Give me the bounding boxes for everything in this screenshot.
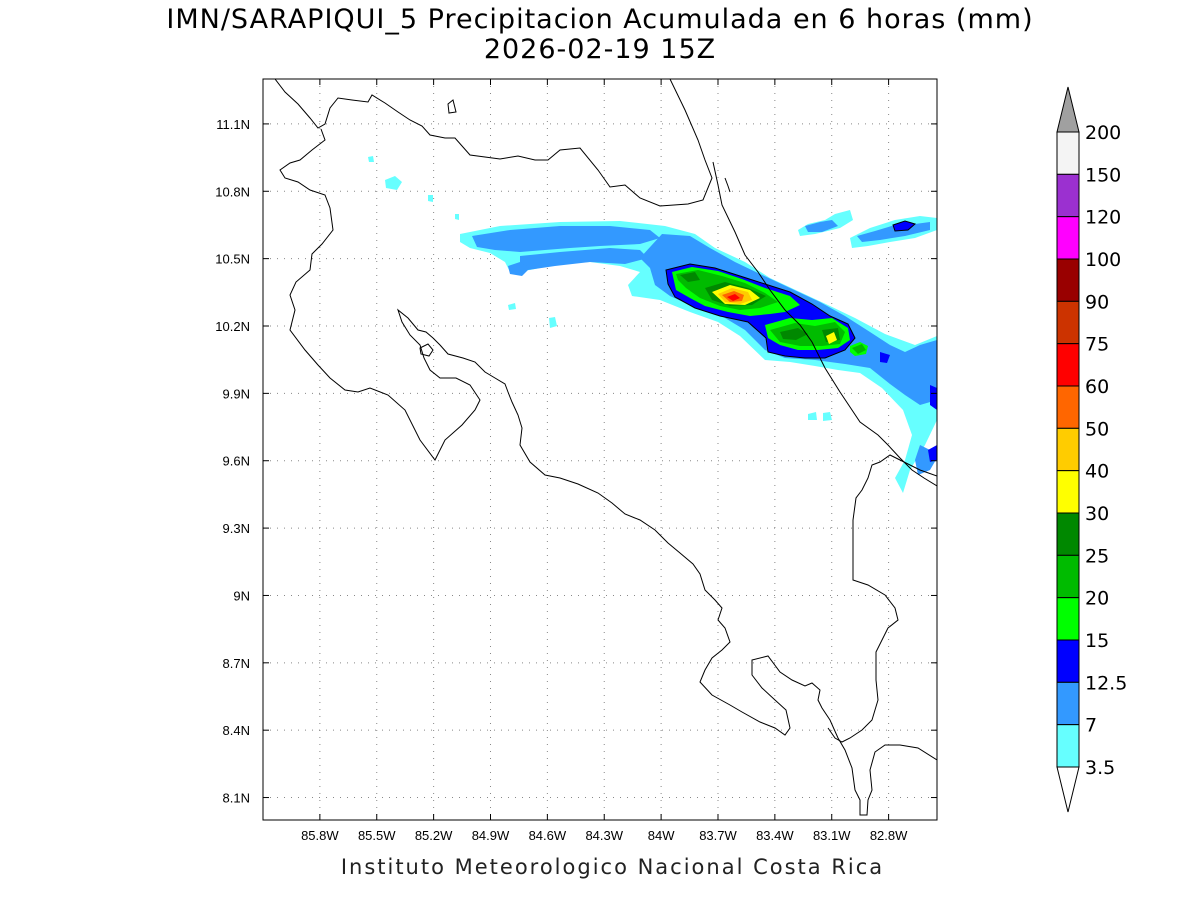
x-tick-label: 85.2W xyxy=(415,828,453,843)
x-tick-label: 83.1W xyxy=(813,828,851,843)
colorbar-swatch xyxy=(1056,512,1080,556)
y-tick-label: 10.8N xyxy=(215,184,250,199)
colorbar-bottom-arrow xyxy=(1056,766,1080,813)
colorbar-swatch xyxy=(1056,258,1080,302)
colorbar-label: 25 xyxy=(1085,545,1109,567)
x-tick-label: 83.4W xyxy=(756,828,794,843)
colorbar-label: 50 xyxy=(1085,418,1109,440)
y-tick-label: 11.1N xyxy=(216,117,250,132)
colorbar-label: 3.5 xyxy=(1085,757,1115,779)
map-grid xyxy=(263,79,937,820)
chart-subtitle: 2026-02-19 15Z xyxy=(483,34,717,65)
colorbar-swatch xyxy=(1056,385,1080,429)
x-tick-label: 84.9W xyxy=(472,828,510,843)
colorbar-swatch xyxy=(1056,597,1080,641)
colorbar-swatch xyxy=(1056,554,1080,599)
colorbar-top-arrow xyxy=(1056,86,1080,133)
y-tick-label: 10.2N xyxy=(215,319,250,334)
colorbar-label: 120 xyxy=(1085,207,1121,229)
precipitation-field xyxy=(368,156,937,493)
map-frame xyxy=(262,78,938,821)
colorbar-swatch xyxy=(1056,681,1080,726)
y-tick-label: 8.4N xyxy=(223,723,250,738)
x-tick-label: 84W xyxy=(648,828,675,843)
x-tick-label: 83.7W xyxy=(699,828,737,843)
x-tick-label: 85.8W xyxy=(301,828,339,843)
colorbar-label: 30 xyxy=(1085,503,1109,525)
colorbar-swatch xyxy=(1056,216,1080,260)
colorbar-label: 12.5 xyxy=(1085,672,1127,694)
colorbar-label: 15 xyxy=(1085,630,1109,652)
colorbar-label: 60 xyxy=(1085,376,1109,398)
x-tick-label: 84.6W xyxy=(529,828,567,843)
colorbar-swatch xyxy=(1056,343,1080,387)
colorbar-swatch xyxy=(1056,131,1080,175)
colorbar-label: 20 xyxy=(1085,588,1109,610)
institution-credit: Instituto Meteorologico Nacional Costa R… xyxy=(340,855,885,879)
x-tick-label: 84.3W xyxy=(585,828,623,843)
chart-title: IMN/SARAPIQUI_5 Precipitacion Acumulada … xyxy=(166,4,1034,35)
colorbar-legend: 200 150 120 100 90 75 60 50 40 30 25 20 15 12.5 7 3.5 xyxy=(1056,86,1127,813)
colorbar-swatch xyxy=(1056,724,1080,768)
colorbar-swatch xyxy=(1056,427,1080,472)
precip-60-band xyxy=(727,294,740,301)
colorbar-swatch xyxy=(1056,639,1080,683)
colorbar-swatch xyxy=(1056,300,1080,345)
y-tick-label: 9.9N xyxy=(223,386,250,401)
y-tick-label: 9.6N xyxy=(223,454,250,469)
y-tick-label: 8.7N xyxy=(223,656,250,671)
x-tick-label: 85.5W xyxy=(358,828,396,843)
colorbar-label: 40 xyxy=(1085,461,1109,483)
colorbar-swatch xyxy=(1056,173,1080,218)
y-tick-label: 10.5N xyxy=(215,252,250,267)
colorbar-label: 150 xyxy=(1085,164,1121,186)
y-tick-label: 9.3N xyxy=(223,521,250,536)
colorbar-label: 90 xyxy=(1085,291,1109,313)
y-tick-label: 8.1N xyxy=(223,791,250,806)
colorbar-label: 100 xyxy=(1085,249,1121,271)
map-axes: 85.8W 85.5W 85.2W 84.9W 84.6W 84.3W 84W 83.7W 83… xyxy=(215,79,937,843)
coastline-borders xyxy=(274,79,937,816)
y-tick-label: 9N xyxy=(233,588,250,603)
colorbar-label: 200 xyxy=(1085,122,1121,144)
contour-lines xyxy=(665,220,917,359)
colorbar-label: 75 xyxy=(1085,334,1109,356)
colorbar-label: 7 xyxy=(1085,715,1097,737)
x-tick-label: 82.8W xyxy=(870,828,908,843)
map-background xyxy=(263,79,937,820)
colorbar-swatch xyxy=(1056,470,1080,514)
